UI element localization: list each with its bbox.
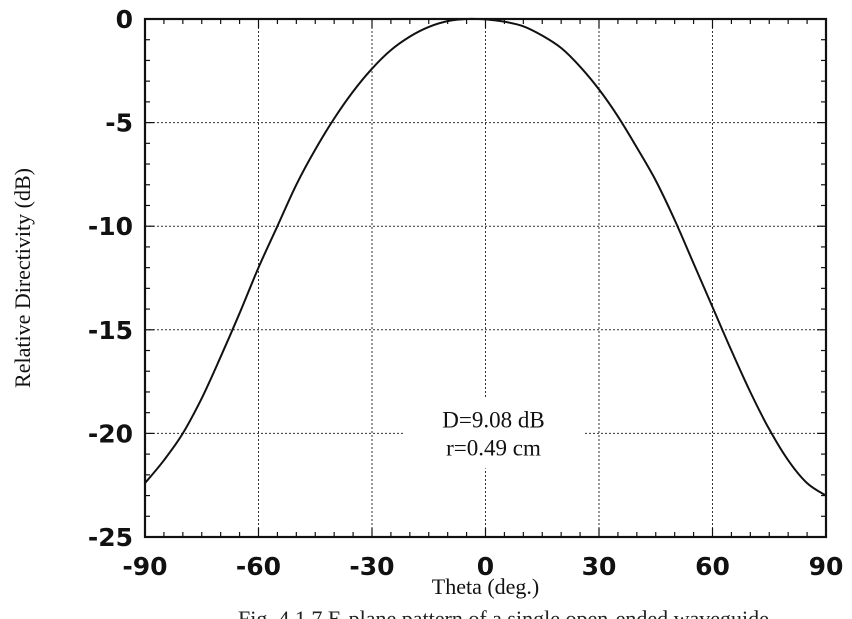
x-tick-labels: -90 -60 -30 0 30 60 90 xyxy=(122,552,843,581)
series-line xyxy=(144,17,827,497)
x-tick-label: 60 xyxy=(695,552,730,581)
x-tick-label: -30 xyxy=(349,552,394,581)
y-tick-label: -25 xyxy=(88,523,133,552)
figure-caption: Fig. 4.1.7 E-plane pattern of a single o… xyxy=(238,606,769,619)
x-tick-label: -90 xyxy=(122,552,167,581)
y-tick-label: -5 xyxy=(105,109,133,138)
x-tick-label: -60 xyxy=(236,552,281,581)
y-tick-label: 0 xyxy=(116,5,133,34)
x-axis-label: Theta (deg.) xyxy=(432,574,540,599)
y-axis-label: Relative Directivity (dB) xyxy=(10,168,35,388)
x-tick-label: 30 xyxy=(582,552,617,581)
x-tick-label: 0 xyxy=(477,552,494,581)
annotation-radius: r=0.49 cm xyxy=(446,435,541,460)
y-tick-label: -20 xyxy=(88,419,133,448)
y-tick-label: -15 xyxy=(88,316,133,345)
y-tick-label: -10 xyxy=(88,212,133,241)
annotation-directivity: D=9.08 dB xyxy=(442,407,544,432)
y-tick-labels: 0 -5 -10 -15 -20 -25 xyxy=(88,5,133,552)
x-tick-label: 90 xyxy=(809,552,844,581)
annotation-background xyxy=(403,398,584,469)
